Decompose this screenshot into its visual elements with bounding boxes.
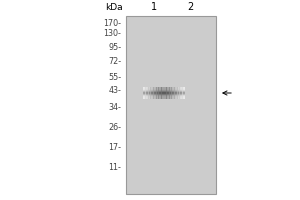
Bar	[175, 87, 176, 99]
Bar	[145, 87, 146, 99]
Bar	[184, 87, 185, 99]
Bar	[183, 87, 184, 99]
Bar	[160, 87, 161, 99]
Bar	[160, 87, 161, 99]
Bar	[180, 87, 181, 99]
Text: 11-: 11-	[109, 164, 122, 172]
Bar	[150, 87, 151, 99]
Bar	[142, 89, 184, 90]
Bar	[151, 87, 152, 99]
Bar	[153, 87, 154, 99]
Bar	[162, 87, 163, 99]
Bar	[159, 87, 160, 99]
Bar	[176, 87, 177, 99]
Bar	[142, 92, 184, 93]
Bar	[181, 87, 182, 99]
Bar	[179, 87, 180, 99]
Text: 130-: 130-	[103, 28, 122, 38]
Bar	[172, 87, 173, 99]
Text: 26-: 26-	[109, 122, 122, 132]
Bar	[182, 87, 183, 99]
Bar	[165, 87, 166, 99]
Bar	[158, 87, 159, 99]
Bar	[164, 87, 165, 99]
Text: 170-: 170-	[103, 19, 122, 27]
Text: 34-: 34-	[109, 104, 122, 112]
Bar	[142, 93, 184, 94]
Text: 55-: 55-	[108, 72, 122, 82]
Bar	[155, 87, 156, 99]
Bar	[142, 94, 184, 95]
Bar	[142, 89, 184, 90]
Bar	[157, 87, 158, 99]
Bar	[161, 87, 162, 99]
Bar	[142, 90, 184, 91]
Bar	[177, 87, 178, 99]
Bar	[170, 87, 171, 99]
Bar	[143, 87, 144, 99]
Bar	[142, 95, 184, 96]
Bar	[179, 87, 180, 99]
Bar	[142, 88, 184, 89]
Bar	[156, 87, 157, 99]
Text: 43-: 43-	[109, 86, 122, 95]
Text: kDa: kDa	[105, 3, 123, 12]
Bar	[146, 87, 147, 99]
Bar	[159, 87, 160, 99]
Bar	[174, 87, 175, 99]
Bar	[142, 87, 143, 99]
Bar	[180, 87, 181, 99]
Bar	[142, 98, 184, 99]
Bar	[161, 87, 162, 99]
Bar	[173, 87, 174, 99]
Bar	[158, 87, 159, 99]
Bar	[148, 87, 149, 99]
Bar	[155, 87, 156, 99]
Bar	[149, 87, 150, 99]
Bar	[142, 95, 184, 96]
Bar	[142, 87, 184, 88]
Text: 2: 2	[188, 2, 194, 12]
Bar	[152, 87, 153, 99]
Bar	[157, 87, 158, 99]
Bar	[174, 87, 175, 99]
Bar	[154, 87, 155, 99]
Bar	[167, 87, 168, 99]
Bar	[156, 87, 157, 99]
Bar	[142, 96, 184, 97]
Text: 1: 1	[152, 2, 158, 12]
Bar	[168, 87, 169, 99]
Bar	[171, 87, 172, 99]
Text: 95-: 95-	[108, 43, 122, 51]
Text: 17-: 17-	[109, 144, 122, 152]
Bar	[153, 87, 154, 99]
Bar	[144, 87, 145, 99]
Bar	[147, 87, 148, 99]
Bar	[142, 98, 184, 99]
Bar	[176, 87, 177, 99]
Bar	[177, 87, 178, 99]
Bar	[142, 91, 184, 92]
Text: 72-: 72-	[108, 56, 122, 66]
Bar	[142, 92, 184, 93]
Bar	[178, 87, 179, 99]
Bar	[142, 94, 184, 95]
Bar	[178, 87, 179, 99]
Bar	[142, 90, 184, 91]
Bar	[142, 97, 184, 98]
Bar	[142, 97, 184, 98]
Bar	[142, 91, 184, 92]
Bar	[126, 16, 216, 194]
Bar	[163, 87, 164, 99]
Bar	[169, 87, 170, 99]
Bar	[151, 87, 152, 99]
